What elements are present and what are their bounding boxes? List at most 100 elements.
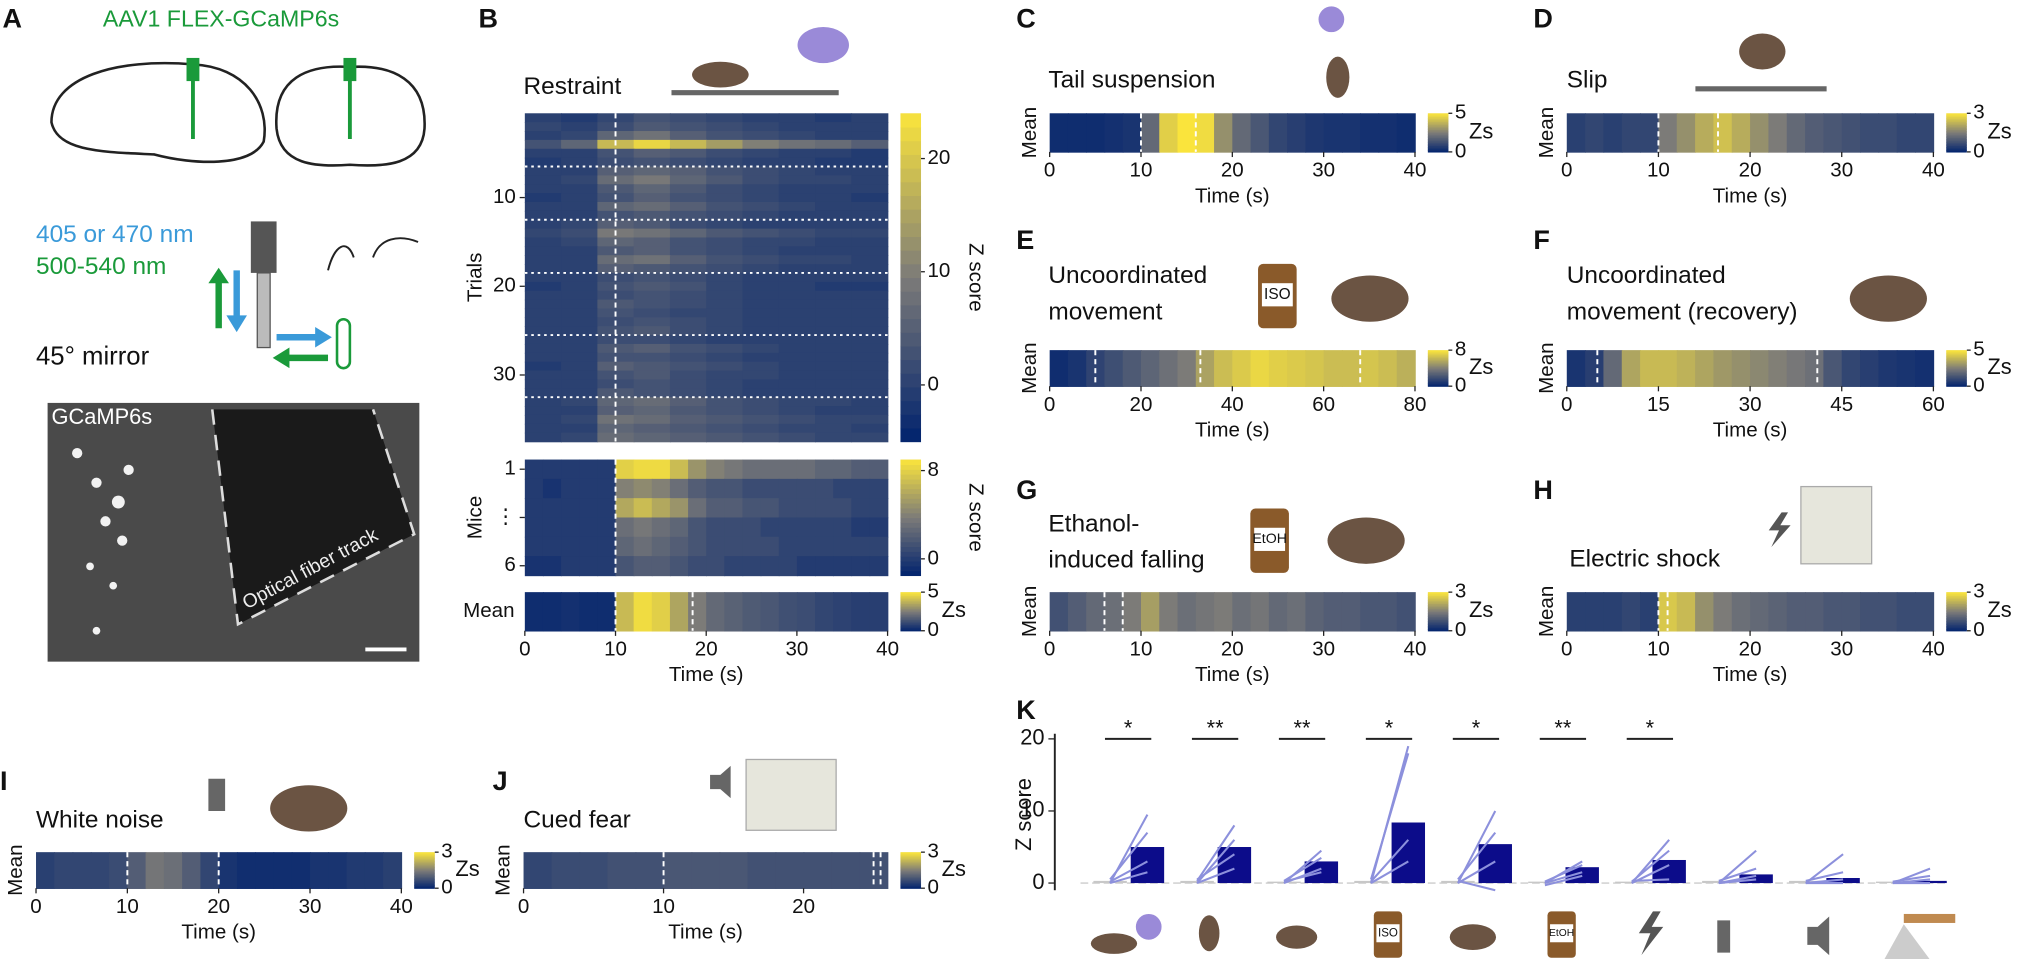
heat-cell	[851, 388, 889, 398]
mouse-line	[1109, 871, 1148, 885]
heat-cell	[742, 210, 780, 221]
heat-cell	[1585, 592, 1605, 632]
heat-cell	[815, 388, 853, 398]
heat-cell	[633, 556, 653, 577]
colorbar-tick-label: 3	[441, 840, 452, 863]
heat-cell	[669, 592, 689, 632]
heat-cell	[669, 255, 707, 265]
colorbar-step	[900, 598, 922, 601]
mouse-icon	[1326, 56, 1350, 98]
colorbar-step	[900, 181, 922, 196]
colorbar-step	[900, 593, 922, 596]
heat-cell	[815, 246, 853, 256]
colorbar-step	[1427, 135, 1449, 139]
heat-cell	[815, 370, 853, 381]
heat-cell	[706, 281, 744, 292]
colorbar-step	[1946, 617, 1967, 621]
heat-cell	[635, 852, 665, 889]
panel-letter: F	[1533, 225, 1550, 255]
heat-cell	[561, 370, 599, 381]
heat-cell	[1786, 113, 1806, 153]
colorbar-step	[1427, 593, 1449, 596]
heat-cell	[524, 388, 562, 398]
heat-cell	[615, 592, 635, 632]
heat-cell	[742, 272, 780, 283]
heat-cell	[778, 255, 816, 265]
heat-cell	[760, 478, 780, 499]
colorbar-step	[900, 277, 922, 292]
heat-cell	[1287, 113, 1307, 153]
heat-cell	[597, 536, 617, 557]
heat-cell	[815, 361, 853, 372]
colorbar-step	[900, 291, 922, 306]
colorbar-step	[1946, 616, 1967, 619]
heat-cell	[724, 536, 744, 557]
colorbar-step	[900, 596, 922, 600]
heat-cell	[651, 556, 671, 577]
heat-cell	[524, 459, 544, 480]
heat-cell	[633, 139, 671, 150]
heat-cell	[851, 361, 889, 372]
colorbar-step	[1427, 129, 1449, 132]
colorbar-step	[900, 627, 922, 630]
heat-cell	[1067, 350, 1087, 387]
colorbar-step	[1946, 611, 1967, 614]
x-tick-label: 0	[1561, 159, 1572, 182]
colorbar-step	[1946, 601, 1967, 605]
fiber-connector	[250, 221, 277, 273]
heat-cell	[742, 326, 780, 336]
heat-cell	[182, 852, 202, 889]
y-tick-label: 20	[1020, 725, 1044, 750]
heat-cell	[1603, 350, 1623, 387]
heat-cell	[633, 478, 653, 499]
heat-cell	[869, 556, 889, 577]
y-axis-label: Mean	[1018, 107, 1041, 159]
colorbar-step	[900, 556, 922, 562]
x-axis-label: Time (s)	[181, 921, 256, 944]
colorbar-step	[900, 488, 922, 494]
heat-cell	[364, 852, 384, 889]
heat-cell	[706, 592, 726, 632]
heat-cell	[561, 379, 599, 390]
colorbar-step	[1427, 368, 1449, 371]
bar	[1739, 874, 1773, 884]
heat-cell	[706, 264, 744, 274]
heat-cell	[669, 264, 707, 274]
colorbar-step	[1946, 354, 1967, 357]
heat-cell	[615, 478, 635, 499]
colorbar-step	[1946, 356, 1967, 359]
colorbar-step	[1946, 371, 1967, 374]
heat-cell	[851, 352, 889, 363]
mouse-line	[1196, 867, 1235, 885]
colorbar-step	[1427, 140, 1449, 143]
heat-cell	[524, 255, 562, 265]
x-tick-label: 10	[652, 895, 675, 918]
x-tick-label: 0	[1561, 637, 1572, 660]
colorbar-step	[1427, 134, 1449, 137]
x-tick-label: 20	[207, 895, 230, 918]
heat-cell	[851, 414, 889, 425]
colorbar-step	[1427, 603, 1449, 606]
heat-cell	[742, 343, 780, 354]
heat-cell	[524, 290, 562, 301]
heat-cell	[524, 228, 562, 239]
heat-cell	[833, 459, 853, 480]
fiber-ferrule	[343, 57, 357, 82]
colorbar-step	[1427, 130, 1449, 134]
heat-cell	[1287, 350, 1307, 387]
colorbar-step	[414, 865, 435, 868]
heat-cell	[1341, 592, 1361, 632]
panel-title: Cued fear	[524, 807, 631, 834]
x-tick-label: 40	[1922, 637, 1945, 660]
heat-cell	[615, 498, 635, 519]
heat-cell	[724, 498, 744, 519]
bottle-text: ISO	[1264, 286, 1291, 303]
x-axis-label: Time (s)	[669, 663, 744, 686]
x-tick-label: 30	[1739, 393, 1762, 416]
colorbar-step	[1946, 621, 1967, 624]
colorbar-step	[1946, 121, 1967, 124]
colorbar-step	[414, 862, 435, 865]
fiber-cable	[256, 272, 271, 349]
heat-cell	[706, 326, 744, 336]
heat-cell	[815, 237, 853, 248]
